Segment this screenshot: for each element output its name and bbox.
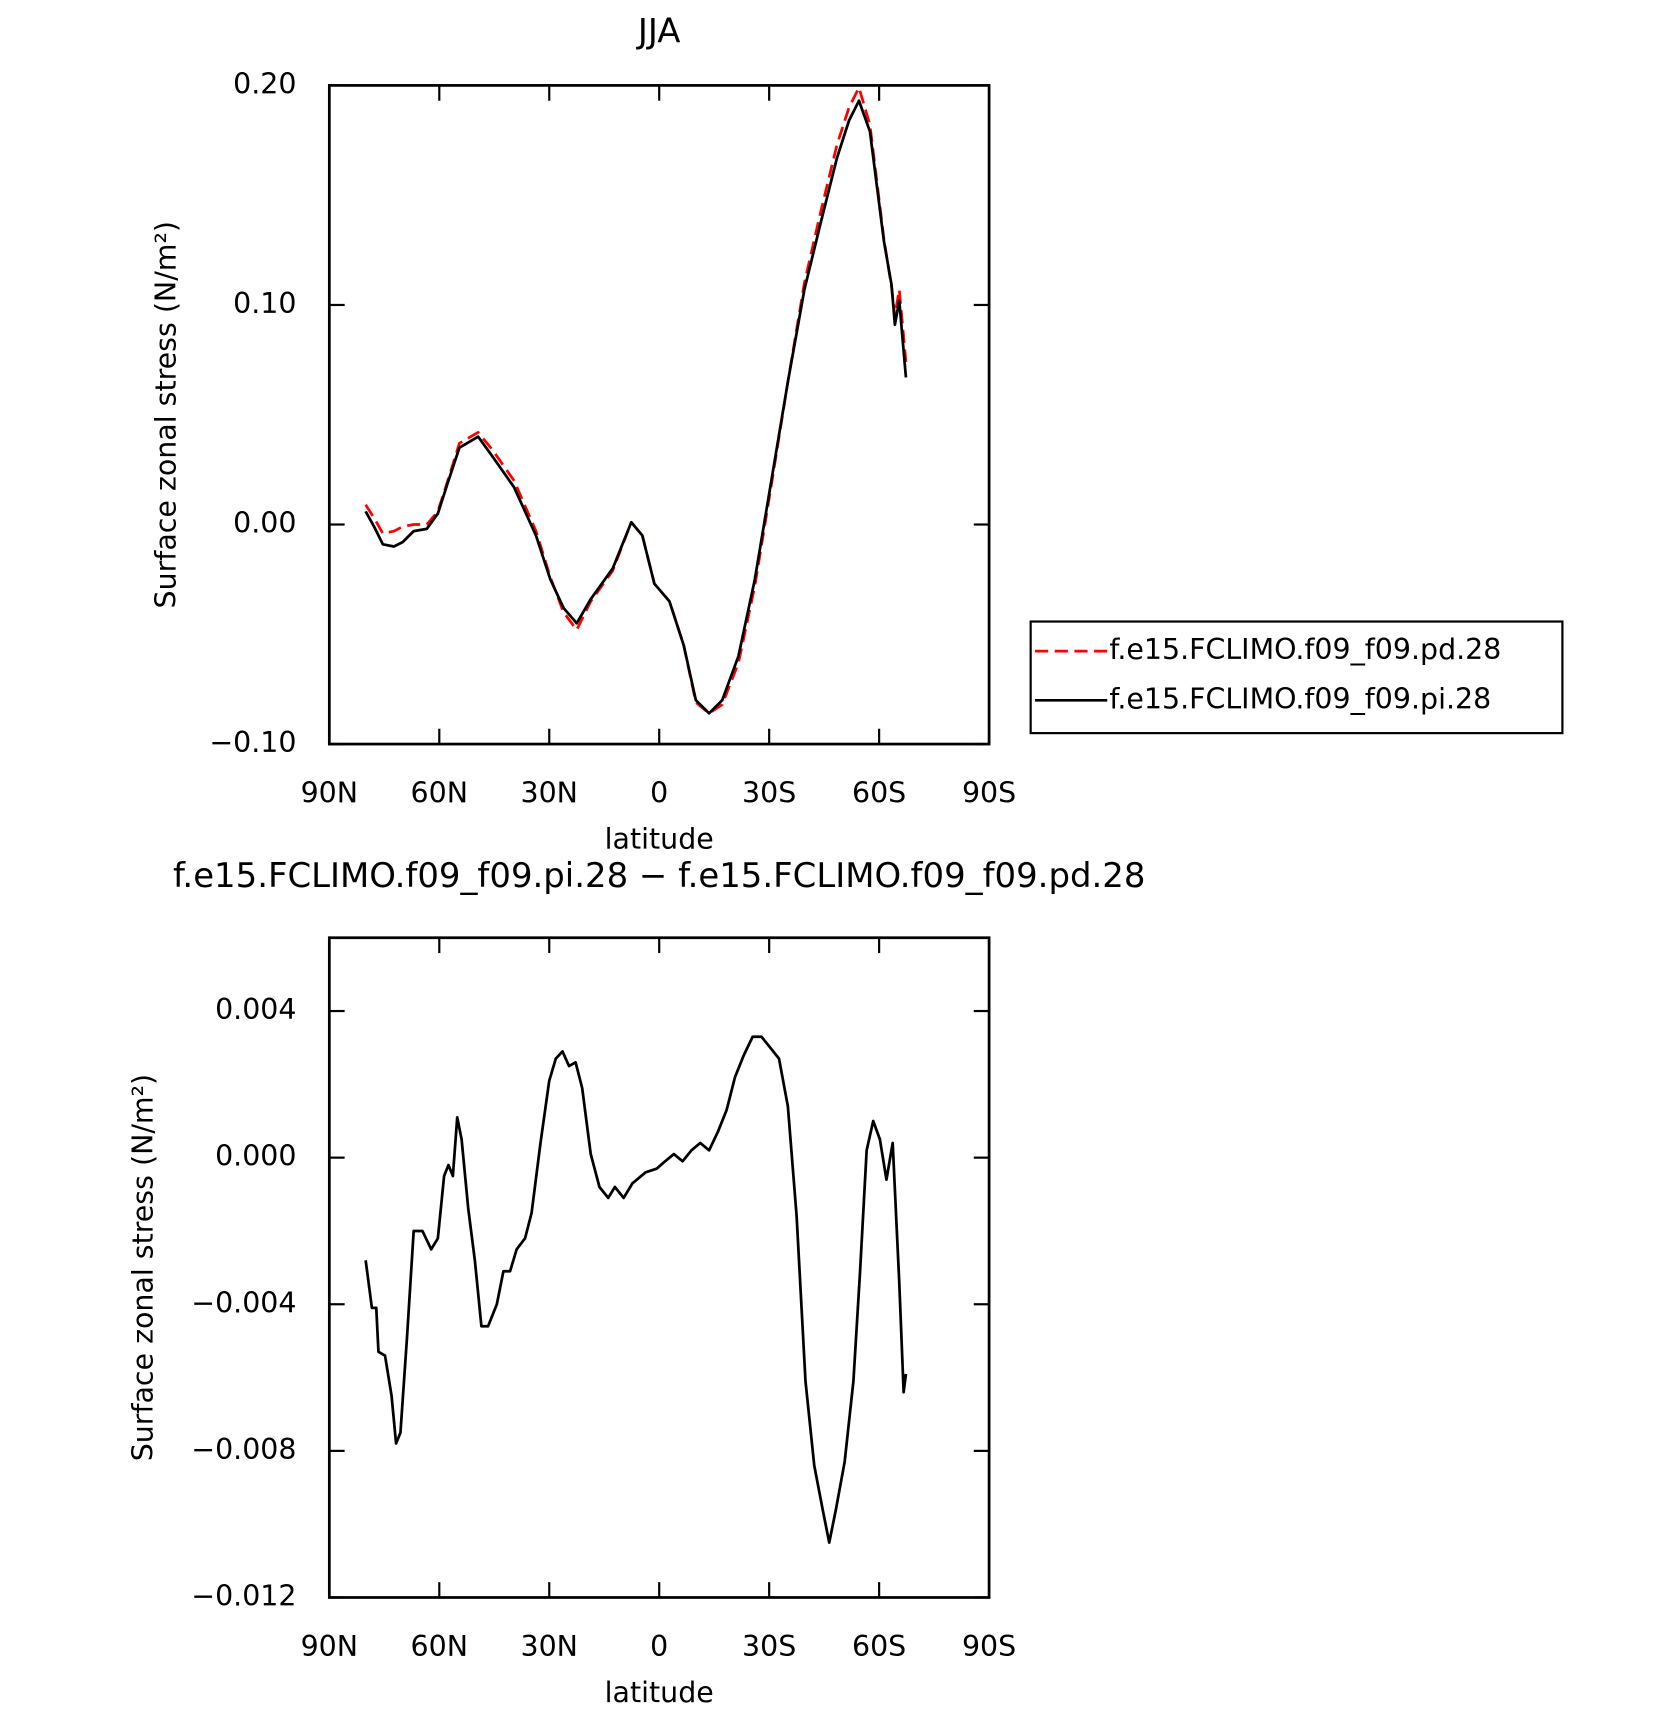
x-tick-label: 30S	[742, 776, 796, 809]
legend-label: f.e15.FCLIMO.f09_f09.pd.28	[1109, 633, 1501, 666]
legend-box	[1029, 620, 1564, 735]
x-tick-label: 30N	[521, 1630, 578, 1663]
x-tick-label: 60N	[411, 1630, 468, 1663]
y-tick-label: −0.012	[191, 1579, 296, 1612]
y-tick-label: 0.10	[233, 287, 296, 320]
x-tick-label: 60S	[852, 1630, 906, 1663]
y-tick-label: 0.000	[215, 1140, 296, 1173]
series-line	[364, 86, 908, 715]
y-tick-label: 0.20	[233, 67, 296, 100]
x-tick-label: 60N	[411, 776, 468, 809]
x-tick-label: 90S	[962, 776, 1016, 809]
y-tick-label: −0.008	[191, 1433, 296, 1466]
x-tick-label: 90N	[301, 776, 358, 809]
x-tick-label: 90N	[301, 1630, 358, 1663]
y-axis-label: Surface zonal stress (N/m²)	[126, 1074, 159, 1461]
chart-title: f.e15.FCLIMO.f09_f09.pi.28 − f.e15.FCLIM…	[173, 856, 1145, 895]
x-axis-label: latitude	[605, 1676, 714, 1709]
x-tick-label: 0	[650, 1630, 668, 1663]
series-line	[364, 99, 908, 715]
legend-label: f.e15.FCLIMO.f09_f09.pi.28	[1109, 682, 1491, 715]
x-tick-label: 30N	[521, 776, 578, 809]
plot-frame	[327, 84, 991, 746]
x-tick-label: 0	[650, 776, 668, 809]
y-axis-label: Surface zonal stress (N/m²)	[149, 221, 182, 608]
x-axis-label: latitude	[605, 822, 714, 855]
y-tick-label: 0.004	[215, 993, 296, 1026]
y-tick-label: 0.00	[233, 507, 296, 540]
x-tick-label: 60S	[852, 776, 906, 809]
chart-title: JJA	[636, 11, 681, 50]
plot-frame	[327, 936, 991, 1599]
x-tick-label: 30S	[742, 1630, 796, 1663]
x-tick-label: 90S	[962, 1630, 1016, 1663]
y-tick-label: −0.004	[191, 1286, 296, 1319]
series-line	[364, 1035, 908, 1544]
y-tick-label: −0.10	[209, 726, 296, 759]
